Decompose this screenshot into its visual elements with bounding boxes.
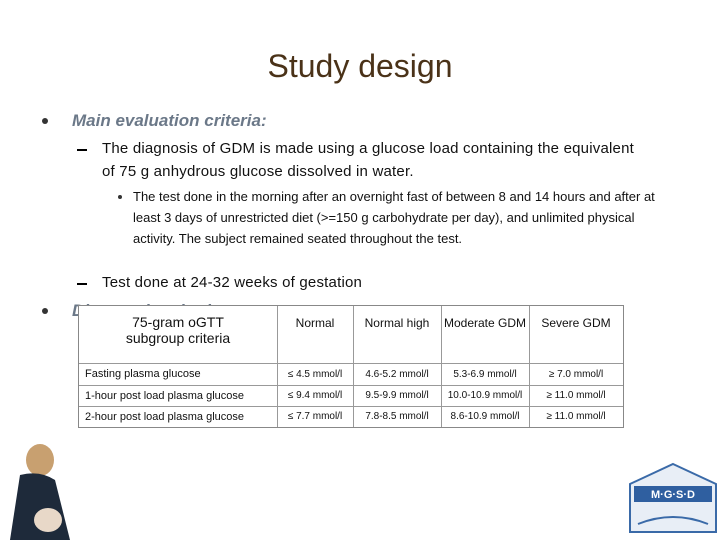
sub-sub-bullet-text: The test done in the morning after an ov… [133,189,655,246]
slide-title: Study design [267,48,453,84]
column-rule [529,306,530,427]
column-rule [353,306,354,427]
column-rule [441,306,442,427]
sub-bullet-text: Test done at 24-32 weeks of gestation [102,274,363,291]
header-cell: 75-gram oGTT subgroup criteria [125,314,231,346]
header-cell: Moderate GDM [443,316,527,330]
header-cell: Severe GDM [541,316,611,330]
table-cell: 10.0-10.9 mmol/l [447,390,523,401]
table-cell: 5.3-6.9 mmol/l [453,368,517,380]
logo-text: M·G·S·D [651,489,695,501]
table-cell: Fasting plasma glucose [85,368,201,380]
bullet [42,308,48,314]
table-cell: ≤ 7.7 mmol/l [287,411,343,422]
table-cell: 7.8-8.5 mmol/l [365,411,429,422]
table-cell: 8.6-10.9 mmol/l [450,411,520,422]
pregnant-woman-photo [10,444,70,540]
dash [77,149,87,151]
header-cell: Normal high [364,316,430,330]
sub-bullet-text: The diagnosis of GDM is made using a glu… [102,140,634,180]
table-cell: ≥ 7.0 mmol/l [548,368,604,380]
dash [77,283,87,285]
logo: M·G·S·D [629,462,717,533]
table-cell: 9.5-9.9 mmol/l [365,390,429,401]
table-cell: ≤ 4.5 mmol/l [287,368,343,380]
table-cell: 1-hour post load plasma glucose [85,389,244,402]
bullet [42,118,48,124]
row-rule [79,385,623,386]
table-cell: 2-hour post load plasma glucose [85,410,244,423]
table-cell: ≥ 11.0 mmol/l [546,390,606,401]
table-cell: ≤ 9.4 mmol/l [287,390,343,401]
table-cell: ≥ 11.0 mmol/l [546,411,606,422]
row-rule [79,406,623,407]
criteria-table: 75-gram oGTT subgroup criteria Normal Norm… [78,305,624,428]
bullet [118,195,122,199]
header-cell: Normal [295,316,335,330]
column-rule [277,306,278,427]
bullet-text: Main evaluation criteria: [72,111,267,130]
table-cell: 4.6-5.2 mmol/l [365,368,429,380]
row-rule [79,363,623,364]
